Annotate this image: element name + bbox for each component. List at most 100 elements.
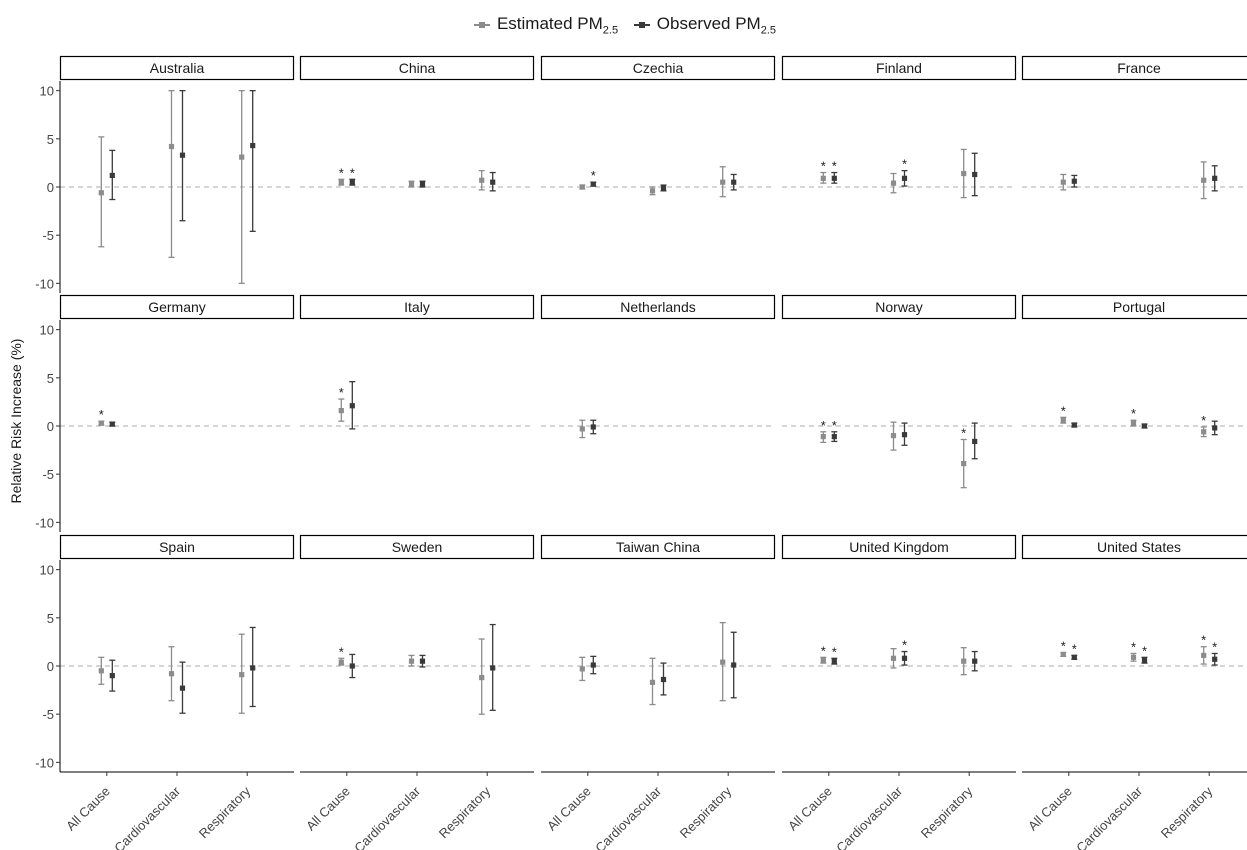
errorbar-observed-all-cause [109, 149, 116, 201]
x-tick-label: Respiratory [196, 783, 254, 841]
point-estimate [1071, 422, 1077, 428]
errorbar-observed-respiratory [971, 650, 978, 672]
point-estimate [731, 662, 737, 668]
point-estimate [590, 662, 596, 668]
y-tick-label: -5 [42, 228, 54, 243]
errorbar-estimated-respiratory [960, 148, 967, 199]
panel-strip-label: China [399, 60, 436, 76]
panel-strip [299, 294, 535, 320]
errorbar-estimated-cardiovascular [408, 654, 415, 667]
panel-strip [1021, 55, 1247, 81]
panel-strip-label: Netherlands [620, 299, 696, 315]
point-estimate [649, 679, 656, 685]
errorbar-observed-all-cause: * [831, 159, 838, 184]
errorbar-estimated-respiratory [478, 169, 485, 191]
x-tick-label: Cardiovascular [833, 783, 905, 850]
point-estimate [479, 674, 485, 681]
x-tick-label: Cardiovascular [1073, 783, 1145, 850]
point-estimate [98, 420, 104, 426]
point-estimate [1060, 651, 1066, 658]
significance-marker: * [99, 407, 104, 422]
point-estimate [731, 179, 737, 185]
point-estimate [338, 659, 344, 665]
significance-marker: * [1061, 639, 1066, 654]
significance-marker: * [350, 165, 355, 180]
errorbar-estimated-cardiovascular [649, 186, 656, 196]
significance-marker: * [1061, 403, 1066, 418]
legend-label-observed-sub: 2.5 [760, 24, 777, 37]
errorbar-observed-all-cause [349, 653, 356, 679]
panel-strip-label: Czechia [633, 60, 684, 76]
point-estimate [1212, 656, 1218, 662]
significance-marker: * [1212, 639, 1217, 654]
errorbar-observed-respiratory [971, 422, 978, 460]
errorbar-observed-cardiovascular [419, 180, 426, 188]
errorbar-estimated-all-cause: * [98, 407, 105, 426]
legend-label-estimated-sub: 2.5 [602, 24, 619, 37]
point-estimate [168, 143, 175, 150]
errorbar-observed-all-cause: * [349, 165, 356, 186]
legend-label-estimated: Estimated PM2.5 [497, 14, 618, 36]
errorbar-observed-cardiovascular [660, 662, 667, 696]
point-estimate [1201, 177, 1207, 183]
point-estimate [831, 434, 837, 440]
point-estimate [179, 152, 186, 158]
significance-marker: * [1201, 633, 1206, 648]
point-estimate [1071, 178, 1077, 184]
point-estimate [239, 672, 245, 678]
point-estimate [349, 179, 355, 185]
errorbar-observed-respiratory [489, 623, 496, 711]
significance-marker: * [961, 425, 966, 440]
errorbar-estimated-cardiovascular: * [1130, 406, 1137, 427]
point-estimate [720, 659, 726, 665]
point-estimate [901, 655, 908, 661]
legend-key-observed [631, 19, 653, 31]
significance-marker: * [1201, 413, 1206, 428]
point-estimate [660, 676, 667, 683]
point-estimate [972, 171, 978, 178]
point-estimate [579, 426, 585, 432]
errorbar-observed-respiratory [1211, 420, 1218, 436]
point-estimate [168, 671, 175, 677]
panel-strip [59, 294, 295, 320]
point-estimate [660, 185, 667, 191]
point-estimate [579, 666, 585, 672]
point-estimate [1201, 652, 1207, 658]
point-estimate [820, 434, 826, 440]
significance-marker: * [821, 643, 826, 658]
x-tick-label: All Cause [544, 784, 594, 834]
point-estimate [961, 170, 967, 177]
point-estimate [1130, 420, 1137, 426]
x-tick-label: All Cause [785, 784, 835, 834]
errorbar-estimated-all-cause [579, 419, 586, 439]
errorbar-estimated-all-cause: * [1060, 639, 1067, 658]
x-tick-label: Respiratory [436, 783, 494, 841]
panel-strip-label: Taiwan China [616, 539, 700, 555]
x-tick-label: Respiratory [677, 783, 735, 841]
errorbar-estimated-all-cause [98, 136, 105, 248]
point-estimate [1071, 654, 1077, 660]
panel-strip [781, 294, 1017, 320]
significance-marker: * [832, 418, 837, 433]
errorbar-estimated-all-cause: * [338, 644, 345, 666]
panel-norway: Norway * * * [781, 294, 1017, 489]
x-tick-label: Cardiovascular [592, 783, 664, 850]
point-estimate [109, 673, 115, 679]
errorbar-observed-all-cause: * [1071, 641, 1078, 660]
panel-strip-label: Italy [404, 299, 430, 315]
legend-key-estimated [471, 19, 493, 31]
errorbar-estimated-cardiovascular [408, 180, 415, 188]
errorbar-observed-cardiovascular: * [901, 157, 908, 187]
panel-strip [781, 55, 1017, 81]
point-estimate [590, 181, 596, 187]
point-estimate [820, 175, 826, 181]
point-estimate [1201, 429, 1207, 435]
errorbar-observed-respiratory [730, 173, 737, 191]
errorbar-estimated-all-cause [579, 656, 586, 682]
errorbar-observed-all-cause: * [831, 418, 838, 443]
x-tick-label: All Cause [63, 784, 113, 834]
significance-marker: * [832, 644, 837, 659]
